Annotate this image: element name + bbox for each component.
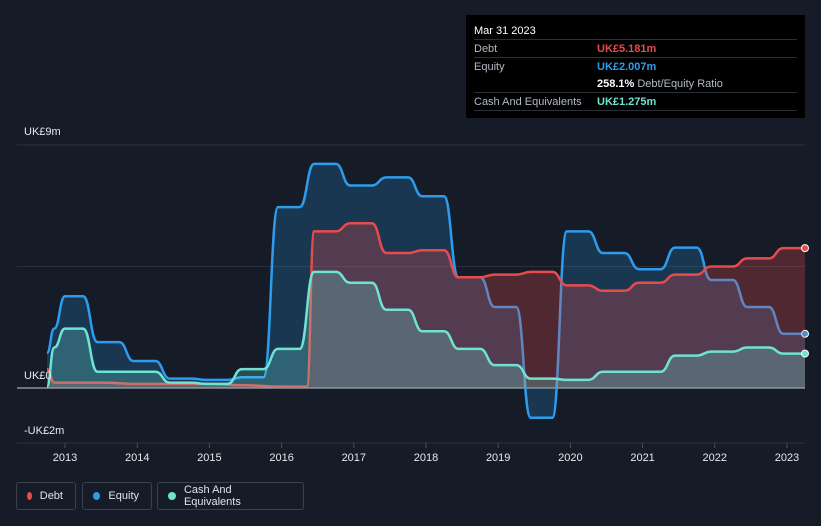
x-tick-label-2018: 2018	[414, 452, 438, 464]
tooltip-row-cash: Cash And Equivalents UK£1.275m	[474, 92, 797, 111]
series-debt-endpoint	[801, 244, 809, 253]
series-equity-endpoint	[801, 329, 809, 338]
legend-cash[interactable]: Cash And Equivalents	[157, 482, 304, 510]
series-cash-and-equivalents-area	[47, 271, 805, 388]
tooltip-row-debt: Debt UK£5.181m	[474, 39, 797, 57]
x-tick-label-2015: 2015	[197, 452, 221, 464]
tooltip-row-ratio: 258.1% Debt/Equity Ratio	[474, 75, 797, 92]
series-cash-and-equivalents-line	[45, 270, 805, 388]
data-tooltip: Mar 31 2023 Debt UK£5.181m Equity UK£2.0…	[466, 15, 805, 118]
x-tick-label-2022: 2022	[703, 452, 727, 464]
x-tick-label-2014: 2014	[125, 452, 149, 464]
x-tick-label-2017: 2017	[342, 452, 366, 464]
x-tick-label-2020: 2020	[558, 452, 582, 464]
series-layer	[45, 162, 809, 419]
tooltip-date: Mar 31 2023	[474, 25, 536, 37]
x-tick-label-2023: 2023	[775, 452, 799, 464]
tooltip-debt-value: UK£5.181m	[597, 42, 657, 55]
series-cash-and-equivalents-endpoint	[801, 349, 809, 358]
tooltip-ratio-value: 258.1%	[597, 77, 635, 90]
x-tick-label-2019: 2019	[486, 452, 510, 464]
series-equity-area	[47, 163, 805, 418]
y-tick-label-min: -UK£2m	[24, 425, 65, 437]
tooltip-debt-label: Debt	[474, 42, 498, 55]
x-axis: 2013 2014 2015 2016 2017 2018 2019 2020 2021 2022…	[53, 443, 799, 464]
legend-equity[interactable]: Equity	[82, 482, 152, 510]
y-tick-label-max: UK£9m	[24, 126, 61, 138]
x-tick-label-2013: 2013	[53, 452, 77, 464]
tooltip-cash-value: UK£1.275m	[597, 95, 657, 108]
tooltip-row-equity: Equity UK£2.007m	[474, 57, 797, 75]
legend-equity-dot	[93, 492, 101, 500]
legend-equity-label: Equity	[108, 490, 139, 502]
tooltip-equity-label: Equity	[474, 60, 505, 73]
x-tick-label-2021: 2021	[630, 452, 654, 464]
tooltip-cash-label: Cash And Equivalents	[474, 95, 582, 108]
grid-lines	[17, 144, 805, 444]
series-equity-line	[45, 162, 805, 419]
tooltip-equity-value: UK£2.007m	[597, 60, 657, 73]
legend-debt-dot	[27, 492, 32, 500]
x-tick-label-2016: 2016	[269, 452, 293, 464]
legend-cash-label: Cash And Equivalents	[183, 484, 241, 508]
tooltip-ratio-text: Debt/Equity Ratio	[637, 77, 723, 90]
legend-debt[interactable]: Debt	[16, 482, 76, 510]
series-debt-area	[47, 223, 805, 388]
y-tick-label-zero: UK£0	[24, 370, 52, 382]
legend-debt-label: Debt	[39, 490, 63, 502]
legend-cash-dot	[168, 492, 176, 500]
